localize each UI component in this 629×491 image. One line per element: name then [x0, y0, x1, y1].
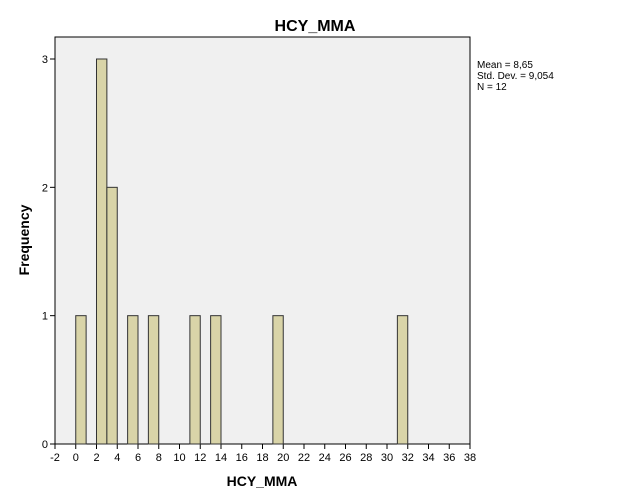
x-tick-label: -2 [50, 452, 60, 464]
x-tick-label: 28 [360, 452, 372, 464]
x-tick-label: 20 [277, 452, 289, 464]
histogram-bar [127, 315, 139, 445]
y-axis-label: Frequency [16, 204, 32, 275]
x-ticks: -2 0 2 4 6 8 10 12 14 16 18 20 22 24 26 28 30 32 34 36 38 [50, 444, 476, 464]
histogram-bar [396, 315, 409, 445]
x-tick-label: 12 [194, 452, 206, 464]
y-tick-label: 1 [42, 311, 48, 323]
x-tick-label: 38 [464, 452, 476, 464]
x-tick-label: 14 [215, 452, 227, 464]
x-tick-label: 0 [73, 452, 79, 464]
histogram-bar [147, 315, 160, 445]
x-tick-label: 26 [339, 452, 351, 464]
x-tick-label: 18 [256, 452, 268, 464]
histogram-bar [96, 58, 108, 445]
x-tick-label: 30 [381, 452, 393, 464]
stat-mean: Mean = 8,65 [477, 60, 533, 71]
x-tick-label: 10 [173, 452, 185, 464]
x-tick-label: 16 [236, 452, 248, 464]
x-tick-label: 22 [298, 452, 310, 464]
x-axis-label: HCY_MMA [227, 473, 298, 489]
histogram-bar [75, 315, 87, 445]
x-tick-label: 2 [93, 452, 99, 464]
x-tick-label: 8 [156, 452, 162, 464]
y-tick-label: 0 [42, 439, 48, 451]
x-tick-label: 6 [135, 452, 141, 464]
x-tick-label: 24 [319, 452, 331, 464]
y-tick-label: 2 [42, 182, 48, 194]
x-tick-label: 4 [114, 452, 120, 464]
chart-title: HCY_MMA [275, 18, 356, 35]
y-ticks: 0 1 2 3 [42, 54, 55, 451]
histogram-bar [272, 315, 284, 445]
x-tick-label: 36 [443, 452, 455, 464]
x-tick-label: 32 [402, 452, 414, 464]
histogram-bar [106, 186, 118, 445]
x-tick-label: 34 [422, 452, 434, 464]
stat-std-dev: Std. Dev. = 9,054 [477, 71, 554, 82]
histogram-bar [189, 315, 201, 445]
histogram-bar [210, 315, 222, 445]
bars [75, 58, 409, 445]
stat-n: N = 12 [477, 82, 507, 93]
y-tick-label: 3 [42, 54, 48, 66]
